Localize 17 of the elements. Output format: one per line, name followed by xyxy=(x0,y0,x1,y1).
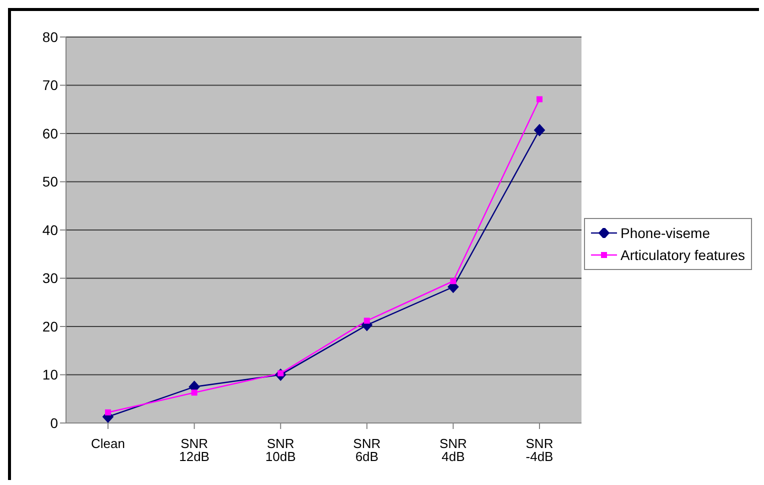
y-tick-label: 60 xyxy=(42,125,58,142)
y-tick-label: 80 xyxy=(42,28,58,45)
x-tick-label: Clean xyxy=(91,436,125,452)
y-tick-label: 20 xyxy=(42,318,58,334)
y-tick-label: 40 xyxy=(42,222,58,238)
y-tick-label: 10 xyxy=(42,366,58,383)
y-tick-label: 30 xyxy=(42,270,58,286)
x-tick-label: SNR 4dB xyxy=(439,436,467,464)
y-tick-label: 50 xyxy=(42,174,58,190)
x-tick-label: SNR -4dB xyxy=(526,436,554,464)
legend-label: Phone-viseme xyxy=(620,225,710,241)
x-tick-label: SNR 12dB xyxy=(179,436,210,464)
x-tick-label: SNR 6dB xyxy=(353,436,381,464)
y-tick-label: 0 xyxy=(50,414,58,431)
x-tick-label: SNR 10dB xyxy=(265,436,296,464)
y-tick-label: 70 xyxy=(42,77,58,94)
legend-label: Articulatory features xyxy=(620,247,745,263)
